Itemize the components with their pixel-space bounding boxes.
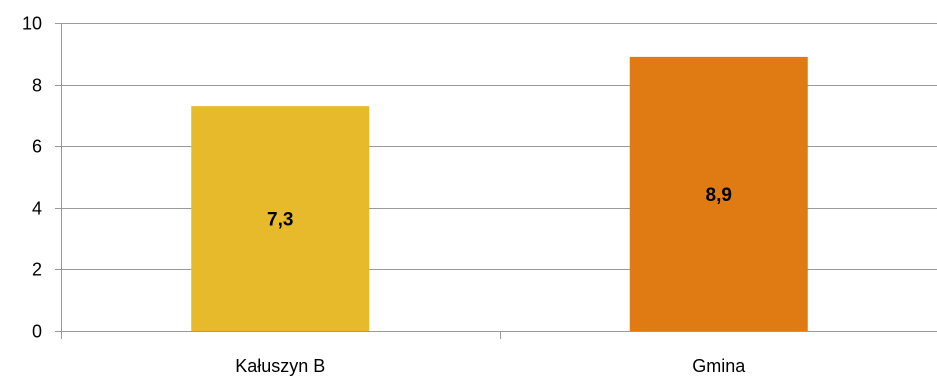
data-label-0: 7,3 [267,210,293,231]
bars [191,56,808,331]
y-tick-label-10: 10 [22,14,42,34]
data-labels: 7,3 8,9 [267,185,732,231]
x-category-label-1: Gmina [692,356,746,376]
y-tick-label-2: 2 [32,260,42,280]
data-label-1: 8,9 [706,185,732,206]
x-axis: Kałuszyn B Gmina [61,331,746,376]
y-tick-label-6: 6 [32,137,42,157]
y-tick-label-4: 4 [32,199,42,219]
x-category-label-0: Kałuszyn B [235,356,325,376]
y-axis-ticks: 0 2 4 6 8 10 [22,14,62,342]
bar-0 [191,106,370,331]
y-tick-label-8: 8 [32,76,42,96]
bar-1 [629,56,808,331]
y-tick-label-0: 0 [32,322,42,342]
